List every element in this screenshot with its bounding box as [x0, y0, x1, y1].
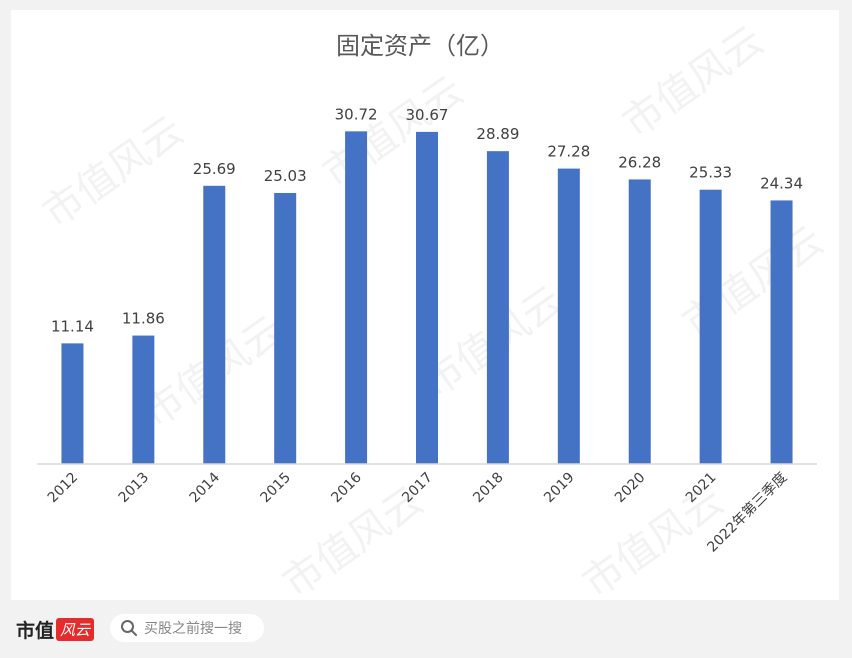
bar-2015 [274, 192, 297, 464]
bar-chart: 固定资产（亿） 11.14 11.86 25.69 25.03 30.72 30.67 28… [37, 32, 817, 556]
bar-2014 [203, 185, 226, 464]
brand-text: 市值 [16, 620, 55, 642]
brand-logo: 市值 风云 [16, 616, 95, 643]
footer: 市值 风云 买股之前搜一搜 [0, 600, 852, 658]
bar-2018 [486, 151, 509, 464]
x-tick-label: 2015 [257, 470, 294, 507]
value-label: 27.28 [547, 143, 590, 161]
value-label: 11.86 [122, 310, 165, 328]
bar-2020 [628, 179, 651, 464]
bar-2021 [699, 189, 722, 464]
search-placeholder: 买股之前搜一搜 [144, 621, 242, 637]
bar-2012 [61, 343, 84, 464]
brand-mark: 风云 [56, 618, 95, 641]
x-tick-label: 2017 [399, 470, 436, 507]
value-label: 11.14 [51, 317, 94, 335]
x-tick-label: 2020 [612, 470, 649, 507]
value-label: 30.72 [335, 105, 378, 123]
value-label: 28.89 [476, 125, 519, 143]
chart-card: 市值风云 市值风云 市值风云 市值风云 市值风云 市值风云 市值风云 市值风云 … [11, 10, 839, 607]
value-label: 25.69 [193, 160, 236, 178]
search-icon [121, 620, 137, 636]
search-box[interactable]: 买股之前搜一搜 [110, 614, 264, 642]
bar-2013 [132, 335, 155, 464]
x-tick-label: 2021 [683, 470, 720, 507]
x-tick-label: 2019 [541, 470, 578, 507]
chart-title: 固定资产（亿） [336, 32, 504, 60]
x-tick-label: 2014 [187, 469, 224, 506]
bar-2022年第三季度 [770, 200, 793, 465]
value-label: 25.03 [264, 167, 307, 185]
x-tick-label: 2018 [470, 470, 507, 507]
x-tick-label: 2016 [328, 469, 365, 506]
value-label: 24.34 [760, 174, 803, 192]
value-label: 26.28 [618, 153, 661, 171]
bar-2016 [345, 131, 368, 464]
value-label: 30.67 [406, 106, 449, 124]
bar-2019 [557, 168, 580, 465]
bar-2017 [416, 131, 438, 465]
value-label: 25.33 [689, 164, 732, 182]
x-tick-label: 2012 [45, 470, 82, 507]
x-tick-label: 2013 [116, 470, 153, 507]
